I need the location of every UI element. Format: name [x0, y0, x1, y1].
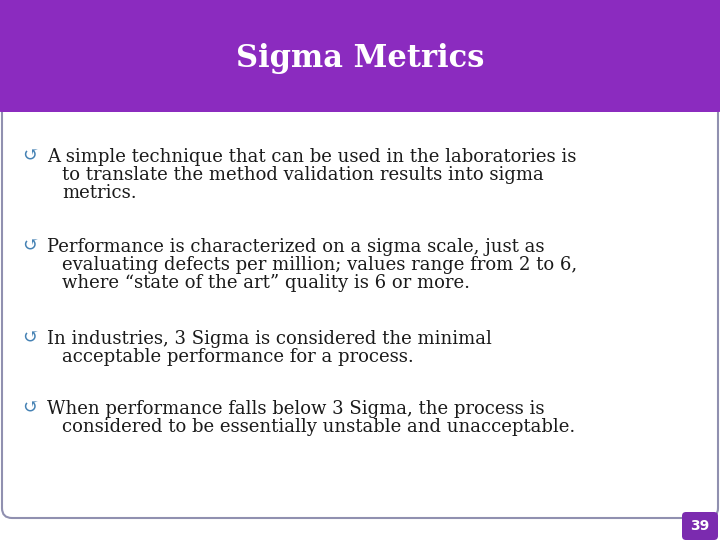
Text: A simple technique that can be used in the laboratories is: A simple technique that can be used in t… [47, 148, 577, 166]
Text: considered to be essentially unstable and unacceptable.: considered to be essentially unstable an… [62, 418, 575, 436]
Text: In industries, 3 Sigma is considered the minimal: In industries, 3 Sigma is considered the… [47, 330, 492, 348]
Text: to translate the method validation results into sigma: to translate the method validation resul… [62, 166, 544, 184]
Text: ↺: ↺ [22, 238, 38, 256]
Text: Sigma Metrics: Sigma Metrics [236, 43, 484, 73]
FancyBboxPatch shape [2, 100, 718, 518]
FancyBboxPatch shape [682, 512, 718, 540]
Text: metrics.: metrics. [62, 184, 137, 202]
Text: ↺: ↺ [22, 330, 38, 348]
Text: acceptable performance for a process.: acceptable performance for a process. [62, 348, 414, 366]
Text: where “state of the art” quality is 6 or more.: where “state of the art” quality is 6 or… [62, 274, 470, 292]
Text: Performance is characterized on a sigma scale, just as: Performance is characterized on a sigma … [47, 238, 544, 256]
Text: evaluating defects per million; values range from 2 to 6,: evaluating defects per million; values r… [62, 256, 577, 274]
Text: 39: 39 [690, 519, 710, 533]
Bar [2, 80, 718, 110]
Text: ↺: ↺ [22, 400, 38, 418]
Text: When performance falls below 3 Sigma, the process is: When performance falls below 3 Sigma, th… [47, 400, 544, 418]
FancyBboxPatch shape [0, 0, 720, 112]
Text: ↺: ↺ [22, 148, 38, 166]
